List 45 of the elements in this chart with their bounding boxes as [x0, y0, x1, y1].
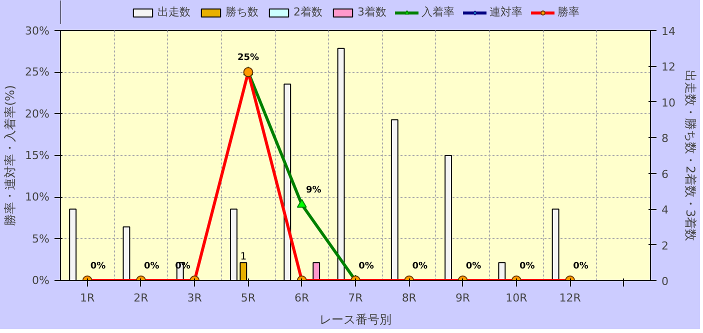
data-label: 0% — [358, 262, 374, 272]
y-axis-title: 勝率・連対率・入着率(%) — [3, 85, 18, 226]
legend-label: 2着数 — [294, 4, 322, 20]
legend-label: 3着数 — [358, 4, 386, 20]
data-label: 25% — [237, 53, 260, 64]
y-tick-label: 0% — [32, 274, 50, 287]
data-label: 0% — [573, 262, 588, 272]
y2-tick-label: 12 — [662, 60, 676, 74]
y2-tick-label: 6 — [662, 168, 668, 181]
x-tick-label: 2R — [134, 292, 149, 304]
data-label: 0% — [466, 262, 482, 272]
x-tick-label: 6R — [294, 292, 310, 304]
y-tick-label: 10% — [25, 190, 50, 204]
x-tick-label: 8R — [402, 292, 417, 304]
data-label: 0% — [144, 262, 160, 272]
y-tick-label: 15% — [25, 149, 50, 162]
x-tick-label: 5R — [240, 292, 256, 304]
legend-label: 勝率 — [558, 4, 580, 20]
data-label: 9% — [306, 186, 322, 196]
x-tick-label: 1R — [80, 292, 95, 304]
x-tick-label: 3R — [187, 292, 202, 304]
y2-axis-title: 出走数・勝ち数・2着数・3着数 — [683, 70, 698, 242]
y2-tick-label: 2 — [662, 239, 668, 252]
y2-tick-label: 0 — [662, 275, 668, 288]
y2-tick-label: 4 — [662, 204, 668, 217]
y-tick-label: 25% — [25, 66, 50, 79]
x-tick-label: 7R — [348, 292, 364, 304]
data-label: 1 — [240, 252, 247, 263]
y-tick-label: 20% — [25, 107, 50, 120]
legend-label: 連対率 — [490, 4, 522, 20]
x-tick-label: 9R — [455, 292, 470, 304]
y2-tick-label: 14 — [662, 25, 676, 38]
legend-label: 勝ち数 — [226, 4, 258, 20]
x-tick-label: 12R — [559, 292, 582, 304]
x-axis-title: レース番号別 — [320, 312, 392, 326]
data-label: 0% — [412, 262, 428, 272]
y-tick-label: 30% — [25, 24, 50, 38]
y2-tick-label: 10 — [662, 96, 676, 110]
legend-label: 入着率 — [422, 4, 454, 20]
data-label: 0% — [90, 262, 106, 272]
legend-label: 出走数 — [158, 4, 190, 20]
y2-tick-label: 8 — [662, 132, 668, 146]
y-tick-label: 5% — [32, 232, 50, 246]
x-tick-label: 10R — [506, 292, 528, 304]
data-label: 0% — [519, 262, 535, 272]
